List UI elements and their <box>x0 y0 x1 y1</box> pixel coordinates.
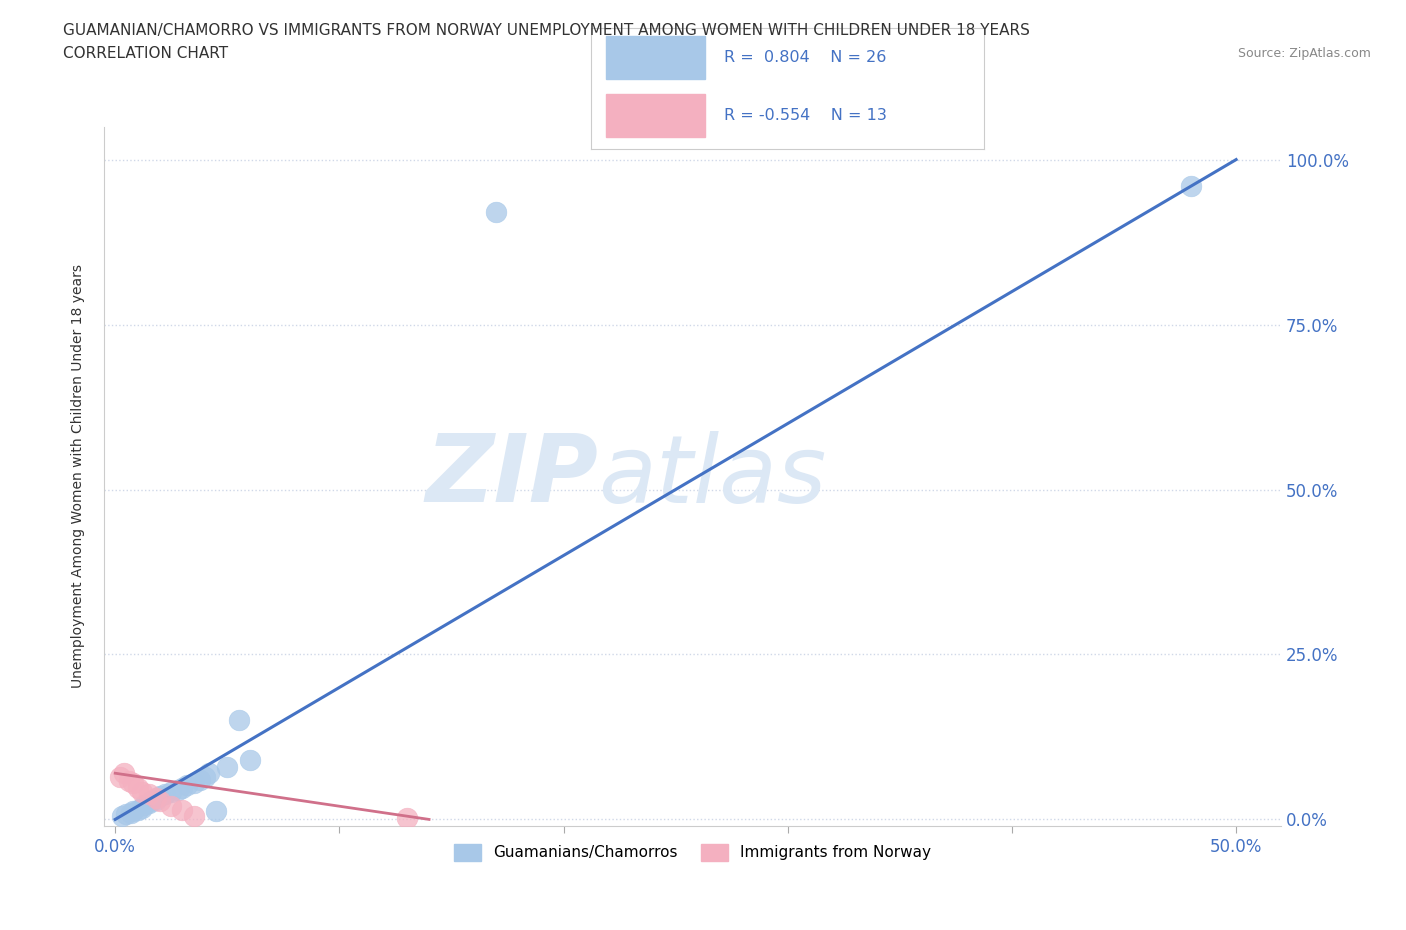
Point <box>485 205 508 219</box>
Point <box>145 790 167 805</box>
Y-axis label: Unemployment Among Women with Children Under 18 years: Unemployment Among Women with Children U… <box>72 264 86 688</box>
Text: GUAMANIAN/CHAMORRO VS IMMIGRANTS FROM NORWAY UNEMPLOYMENT AMONG WOMEN WITH CHILD: GUAMANIAN/CHAMORRO VS IMMIGRANTS FROM NO… <box>63 23 1031 38</box>
Point <box>134 797 156 812</box>
Point <box>131 800 153 815</box>
Point <box>190 773 212 788</box>
Bar <box>606 36 704 79</box>
Point <box>118 774 141 789</box>
Point <box>160 799 183 814</box>
Point <box>115 806 138 821</box>
Text: CORRELATION CHART: CORRELATION CHART <box>63 46 228 61</box>
Point <box>122 776 145 790</box>
Point <box>145 792 167 807</box>
Point <box>127 780 149 795</box>
Text: atlas: atlas <box>599 431 827 522</box>
Point <box>395 811 418 826</box>
Point <box>167 782 190 797</box>
Point <box>160 784 183 799</box>
Text: R = -0.554    N = 13: R = -0.554 N = 13 <box>724 108 887 123</box>
Point <box>138 795 160 810</box>
Point <box>1180 179 1202 193</box>
Point <box>120 805 142 820</box>
Point <box>108 769 131 784</box>
Point <box>111 809 134 824</box>
Point <box>205 804 228 819</box>
Point <box>228 713 250 728</box>
Text: R =  0.804    N = 26: R = 0.804 N = 26 <box>724 50 887 65</box>
Bar <box>606 95 704 137</box>
Point <box>194 769 217 784</box>
Point <box>239 752 262 767</box>
Point <box>198 765 221 780</box>
Point <box>172 780 194 795</box>
Point <box>149 793 172 808</box>
Point <box>176 777 198 792</box>
Point <box>217 759 239 774</box>
Text: ZIP: ZIP <box>426 431 599 523</box>
Point <box>122 804 145 819</box>
Point <box>138 787 160 802</box>
Point <box>127 802 149 817</box>
Point <box>172 802 194 817</box>
Point <box>149 789 172 804</box>
Point <box>131 784 153 799</box>
Text: Source: ZipAtlas.com: Source: ZipAtlas.com <box>1237 46 1371 60</box>
Point <box>153 787 176 802</box>
Point <box>112 765 135 780</box>
Legend: Guamanians/Chamorros, Immigrants from Norway: Guamanians/Chamorros, Immigrants from No… <box>447 837 938 868</box>
Point <box>183 809 205 824</box>
Point <box>183 776 205 790</box>
Point <box>139 793 162 808</box>
